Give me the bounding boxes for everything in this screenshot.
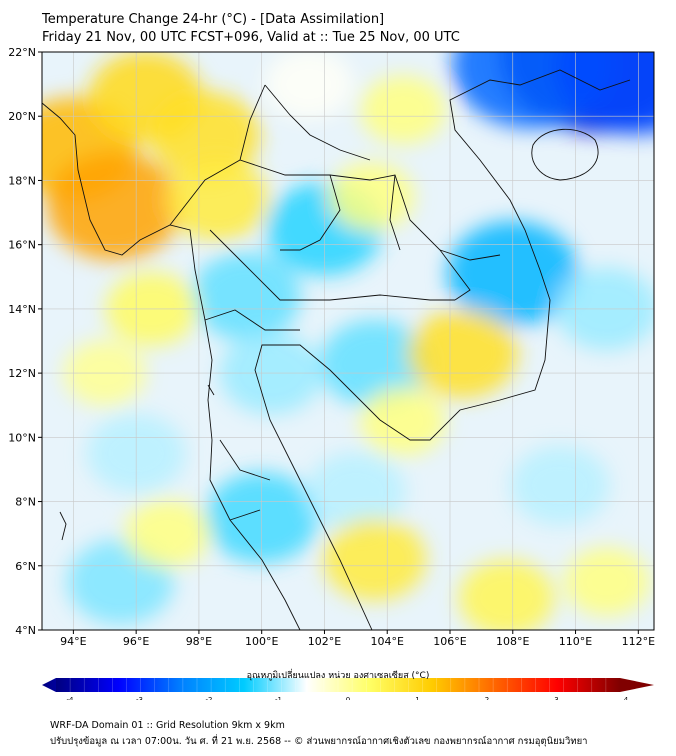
colorbar-tick-label: -2	[206, 696, 213, 700]
field-anomaly-23	[360, 75, 446, 144]
lat-tick-label: 4°N	[15, 624, 36, 637]
coastlines-and-borders	[42, 69, 631, 630]
colorbar-tick-label: -1	[275, 696, 282, 700]
lon-tick-label: 104°E	[371, 635, 404, 648]
colorbar-right-arrow	[620, 678, 654, 692]
field-anomaly-17	[510, 445, 610, 526]
map-title: Temperature Change 24-hr (°C) - [Data As…	[42, 12, 385, 27]
colorbar-tick-label: -4	[67, 696, 75, 700]
colorbar-tick-label: -3	[136, 696, 143, 700]
lon-tick-label: 112°E	[622, 635, 655, 648]
field-anomaly-25	[124, 499, 211, 568]
field-anomaly-3	[150, 91, 261, 180]
colorbar-tick-label: 1	[415, 696, 419, 700]
lon-tick-label: 106°E	[433, 635, 466, 648]
lon-tick-label: 100°E	[245, 635, 278, 648]
latitude-ticks: 4°N 6°N 8°N 10°N 12°N 14°N 16°N 18°N 20°N 22°N	[8, 46, 42, 637]
gridlines	[42, 52, 654, 630]
field-anomaly-19	[323, 518, 427, 601]
field-anomaly-20	[458, 559, 555, 630]
lat-tick-label: 10°N	[8, 431, 36, 444]
colorbar-ticks: -4 -3 -2 -1 0 1 2 3 4	[67, 696, 629, 700]
field-anomaly-7	[555, 52, 654, 135]
colorbar-label: อุณหภูมิเปลี่ยนแปลง หน่วย องศาเซลเซียส (…	[246, 671, 430, 681]
longitude-ticks: 94°E 96°E 98°E 100°E 102°E 104°E 106°E 108°E 110…	[60, 630, 655, 648]
lat-tick-label: 20°N	[8, 110, 36, 123]
lat-tick-label: 22°N	[8, 46, 36, 59]
field-anomaly-16	[306, 452, 406, 532]
lon-tick-label: 94°E	[60, 635, 86, 648]
colorbar-tick-label: 3	[554, 696, 558, 700]
map-subtitle: Friday 21 Nov, 00 UTC FCST+096, Valid at…	[42, 30, 460, 45]
temperature-change-map: 94°E 96°E 98°E 100°E 102°E 104°E 106°E 108°E 110…	[8, 46, 655, 700]
lat-tick-label: 16°N	[8, 239, 36, 252]
colorbar-bar	[56, 678, 620, 692]
plot-frame	[41, 51, 655, 631]
footer-model-info: WRF-DA Domain 01 :: Grid Resolution 9km …	[50, 720, 285, 731]
colorbar-tick-label: 2	[485, 696, 489, 700]
field-anomaly-29	[264, 52, 354, 120]
lon-tick-label: 102°E	[308, 635, 341, 648]
lon-tick-label: 110°E	[559, 635, 592, 648]
field-anomaly-10	[319, 319, 430, 408]
lat-tick-label: 6°N	[15, 560, 36, 573]
field-anomaly-1	[46, 152, 182, 260]
field-anomaly-11	[191, 252, 301, 341]
plot-area	[42, 52, 654, 630]
field-anomaly-18	[407, 309, 518, 398]
field-anomaly-26	[564, 547, 650, 617]
lat-tick-label: 14°N	[8, 303, 36, 316]
footer-credit: ปรับปรุงข้อมูล ณ เวลา 07:00น. วัน ศ. ที่…	[50, 736, 588, 747]
field-anomaly-22	[328, 162, 415, 231]
lat-tick-label: 18°N	[8, 174, 36, 187]
lon-tick-label: 96°E	[123, 635, 149, 648]
colorbar-segment-lines	[69, 678, 607, 692]
lat-tick-label: 8°N	[15, 496, 36, 509]
colorbar: -4 -3 -2 -1 0 1 2 3 4	[42, 678, 654, 700]
field-anomaly-27	[360, 387, 446, 456]
lat-tick-label: 12°N	[8, 367, 36, 380]
colorbar-tick-label: 4	[624, 696, 629, 700]
field-anomaly-4	[166, 158, 270, 241]
temperature-field	[42, 52, 654, 630]
lon-tick-label: 98°E	[186, 635, 212, 648]
colorbar-tick-label: 0	[346, 696, 350, 700]
lon-tick-label: 108°E	[496, 635, 529, 648]
